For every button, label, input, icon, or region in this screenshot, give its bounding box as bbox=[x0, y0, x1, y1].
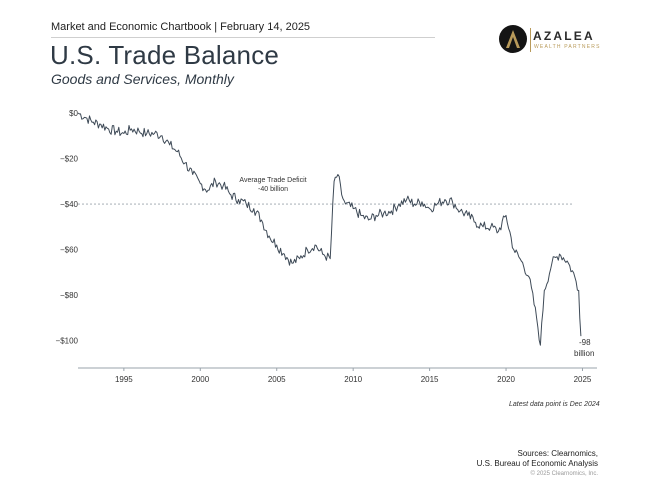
x-tick-label: 2010 bbox=[344, 375, 362, 384]
sources: Sources: Clearnomics, U.S. Bureau of Eco… bbox=[477, 449, 598, 469]
average-deficit-label: Average Trade Deficit bbox=[239, 177, 306, 184]
header-divider bbox=[51, 37, 435, 38]
trade-balance-series-line bbox=[77, 112, 582, 346]
y-tick-label: $0 bbox=[69, 109, 78, 118]
y-tick-label: −$40 bbox=[60, 200, 79, 209]
sources-line-1: Sources: Clearnomics, bbox=[517, 449, 598, 458]
average-deficit-value: -40 billion bbox=[258, 186, 288, 193]
x-tick-label: 1995 bbox=[115, 375, 133, 384]
x-tick-label: 2020 bbox=[497, 375, 515, 384]
azalea-logo-mark bbox=[499, 25, 527, 53]
azalea-logo: AZALEA WEALTH PARTNERS bbox=[499, 25, 609, 57]
chartbook-header: Market and Economic Chartbook | February… bbox=[51, 21, 311, 33]
page-subtitle: Goods and Services, Monthly bbox=[51, 71, 234, 87]
y-axis: $0 −$20 −$40 −$60 −$80 −$100 bbox=[56, 109, 79, 346]
y-tick-label: −$20 bbox=[60, 155, 79, 164]
latest-data-note: Latest data point is Dec 2024 bbox=[509, 401, 600, 408]
copyright: © 2025 Clearnomics, Inc. bbox=[530, 471, 598, 477]
x-tick-label: 2025 bbox=[574, 375, 592, 384]
page-title: U.S. Trade Balance bbox=[50, 40, 280, 70]
sources-line-2: U.S. Bureau of Economic Analysis bbox=[476, 459, 598, 468]
logo-tagline: WEALTH PARTNERS bbox=[534, 44, 601, 50]
x-tick-label: 2015 bbox=[421, 375, 439, 384]
y-tick-label: −$80 bbox=[60, 291, 79, 300]
logo-name: AZALEA bbox=[533, 29, 595, 43]
end-value-unit: billion bbox=[574, 349, 594, 358]
x-axis: 1995 2000 2005 2010 2015 2020 2025 bbox=[78, 367, 597, 384]
y-tick-label: −$60 bbox=[60, 246, 79, 255]
x-tick-label: 2005 bbox=[268, 375, 286, 384]
end-value-label: -98 bbox=[579, 338, 591, 347]
logo-divider bbox=[530, 28, 531, 52]
y-tick-label: −$100 bbox=[56, 337, 79, 346]
x-tick-label: 2000 bbox=[191, 375, 209, 384]
